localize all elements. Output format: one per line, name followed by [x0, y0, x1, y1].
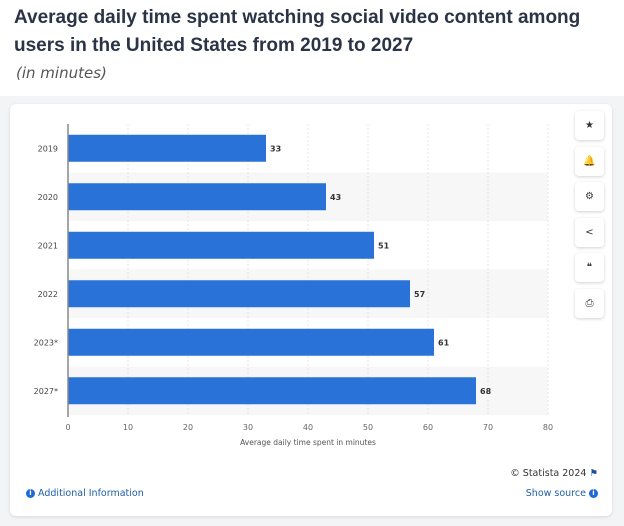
bar — [68, 328, 434, 356]
chart-subtitle: (in minutes) — [16, 64, 107, 82]
copyright: © Statista 2024 ⚑ — [510, 468, 598, 480]
y-tick-label: 2023* — [34, 338, 58, 347]
print-icon: ⎙ — [585, 297, 594, 309]
additional-information-label: Additional Information — [38, 488, 144, 499]
x-tick-label: 10 — [123, 423, 133, 432]
print-button[interactable]: ⎙ — [575, 288, 604, 318]
y-tick-label: 2027* — [34, 387, 58, 396]
x-tick-label: 50 — [363, 423, 373, 432]
show-source-link[interactable]: Show source i — [526, 488, 598, 500]
title-main: Average daily time spent watching social… — [14, 7, 581, 56]
chart-header: Average daily time spent watching social… — [14, 4, 614, 82]
data-label: 68 — [480, 387, 492, 396]
bar — [68, 377, 476, 405]
bar — [68, 134, 266, 162]
bell-icon: 🔔 — [583, 155, 596, 167]
quote-icon: ❝ — [586, 262, 593, 273]
data-label: 51 — [378, 241, 390, 250]
title-range: from 2019 to 2027 — [252, 35, 414, 56]
flag-icon[interactable]: ⚑ — [589, 468, 598, 479]
data-label: 57 — [414, 290, 425, 299]
data-label: 61 — [438, 338, 450, 347]
y-tick-label: 2022 — [38, 290, 58, 299]
y-tick-label: 2020 — [38, 193, 58, 202]
info-icon: i — [589, 489, 598, 498]
x-tick-label: 40 — [303, 423, 313, 432]
bar — [68, 280, 410, 308]
y-tick-label: 2021 — [38, 241, 58, 250]
x-tick-label: 0 — [65, 423, 70, 432]
gear-button[interactable]: ⚙ — [575, 182, 604, 211]
quote-button[interactable]: ❝ — [575, 253, 604, 282]
gear-icon: ⚙ — [585, 191, 594, 202]
bar — [68, 183, 326, 211]
star-button[interactable]: ★ — [575, 111, 604, 140]
share-icon: < — [585, 226, 594, 238]
bell-button[interactable]: 🔔 — [575, 146, 604, 176]
show-source-label: Show source — [525, 488, 586, 499]
y-tick-label: 2019 — [38, 144, 58, 153]
x-axis-label: Average daily time spent in minutes — [240, 438, 376, 447]
copyright-text: © Statista 2024 — [510, 468, 587, 479]
chart-title: Average daily time spent watching social… — [14, 4, 614, 60]
star-icon: ★ — [585, 120, 594, 131]
share-button[interactable]: < — [575, 217, 604, 247]
x-tick-label: 30 — [243, 423, 253, 432]
additional-information-link[interactable]: i Additional Information — [26, 488, 144, 500]
x-tick-label: 80 — [543, 423, 553, 432]
x-tick-label: 70 — [483, 423, 493, 432]
bar — [68, 231, 374, 259]
data-label: 43 — [330, 193, 341, 202]
data-label: 33 — [270, 144, 281, 153]
x-tick-label: 20 — [183, 423, 193, 432]
info-icon: i — [26, 489, 35, 498]
x-tick-label: 60 — [423, 423, 433, 432]
